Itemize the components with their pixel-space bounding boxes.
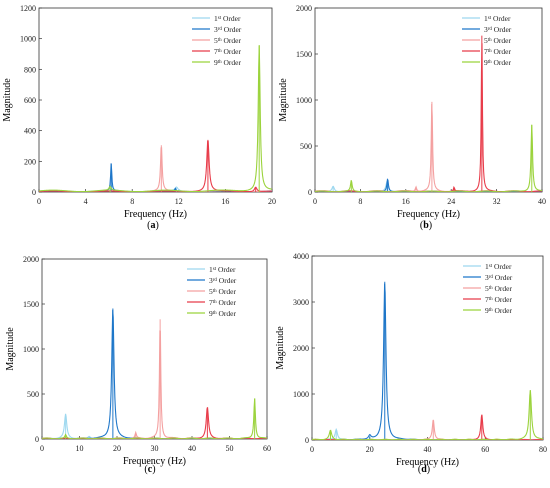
legend-entry-5th: 5th Order [485,284,513,293]
legend-entry-5th: 5th Order [214,36,242,45]
chart-panel-d: 0 20 40 60 80 0 1000 2000 3000 4000 Frequency (Hz)… [275,252,547,475]
panel-label-a: (a) [147,220,159,231]
x-tick-label: 8 [130,197,134,206]
x-tick-label: 40 [538,197,546,206]
y-axis-label: Magnitude [5,327,16,371]
legend-entry-5th: 5th Order [209,287,237,296]
y-tick-label: 1000 [293,390,309,399]
x-tick-label: 0 [313,197,317,206]
series-line-7th-order [312,414,543,440]
x-tick-label: 4 [84,197,88,206]
x-tick-label: 60 [263,444,271,453]
series-line-9th-order [315,124,542,192]
x-tick-label: 0 [37,197,41,206]
x-tick-label: 80 [539,445,547,454]
y-tick-label: 1200 [20,4,36,13]
y-tick-label: 2000 [293,344,309,353]
x-tick-label: 20 [268,197,276,206]
y-tick-label: 2000 [296,4,312,13]
legend-entry-9th: 9th Order [209,309,237,318]
legend-entry-3rd: 3rd Order [214,25,242,34]
x-tick-label: 32 [493,197,501,206]
y-tick-label: 500 [300,142,312,151]
x-tick-label: 16 [402,197,410,206]
y-tick-label: 0 [32,188,36,197]
legend-entry-3rd: 3rd Order [209,276,237,285]
x-tick-label: 30 [151,444,159,453]
chart-panel-c: 0 10 20 30 40 50 60 0 500 1000 1500 2000 Frequency (… [5,255,271,475]
chart-panel-a: 0 4 8 12 16 20020040060080010001200Frequency … [2,4,276,231]
legend-entry-1st: 1st Order [484,14,511,23]
y-tick-label: 200 [24,157,36,166]
y-axis-label: Magnitude [275,326,286,370]
x-tick-label: 20 [113,444,121,453]
legend-entry-3rd: 3rd Order [484,25,512,34]
y-tick-label: 0 [308,188,312,197]
x-tick-label: 10 [76,444,84,453]
legend-entry-1st: 1st Order [214,14,241,23]
y-tick-label: 2000 [23,255,39,264]
legend-entry-9th: 9th Order [485,306,513,315]
y-tick-label: 3000 [293,298,309,307]
y-tick-label: 400 [24,127,36,136]
y-tick-label: 4000 [293,252,309,261]
legend-entry-7th: 7th Order [484,47,512,56]
legend-entry-9th: 9th Order [214,58,242,67]
series-line-3rd-order [39,163,272,192]
y-tick-label: 1000 [20,35,36,44]
legend-entry-7th: 7th Order [485,295,513,304]
y-axis-label: Magnitude [278,78,289,122]
x-tick-label: 0 [310,445,314,454]
x-tick-label: 24 [447,197,455,206]
y-tick-label: 1000 [23,345,39,354]
panel-label-c: (c) [144,464,155,475]
chart-panel-b: 0 8 16 24 32 40 0 500 1000 1500 2000 Frequency (Hz)… [278,4,546,231]
series-line-9th-order [39,45,272,192]
series-line-5th-order [42,330,267,439]
x-tick-label: 0 [40,444,44,453]
x-tick-label: 20 [366,445,374,454]
y-tick-label: 1500 [296,50,312,59]
x-axis-label: Frequency (Hz) [124,209,187,220]
x-axis-label: Frequency (Hz) [397,209,460,220]
x-tick-label: 16 [221,197,229,206]
x-tick-label: 40 [424,445,432,454]
x-tick-label: 8 [358,197,362,206]
y-tick-label: 500 [27,390,39,399]
series-line-9th-order [312,390,543,440]
series-line-9th-order [42,398,267,439]
legend-entry-1st: 1st Order [209,265,236,274]
legend-entry-1st: 1st Order [485,262,512,271]
x-tick-label: 12 [175,197,183,206]
y-tick-label: 1000 [296,96,312,105]
legend-entry-7th: 7th Order [209,298,237,307]
series-line-5th-order [315,104,542,192]
y-tick-label: 1500 [23,300,39,309]
x-tick-label: 60 [481,445,489,454]
x-axis-label: Frequency (Hz) [396,457,459,468]
legend-entry-5th: 5th Order [484,36,512,45]
legend-entry-7th: 7th Order [214,47,242,56]
y-tick-label: 800 [24,65,36,74]
legend-entry-9th: 9th Order [484,58,512,67]
series-line-5th-order [39,147,272,192]
series-line-7th-order [39,140,272,192]
y-axis-label: Magnitude [2,78,13,122]
x-axis-label: Frequency (Hz) [123,456,186,467]
panel-label-b: (b) [420,220,432,231]
y-tick-label: 0 [305,436,309,445]
series-line-3rd-order [42,310,267,439]
x-tick-label: 40 [188,444,196,453]
y-tick-label: 0 [35,435,39,444]
plot-frame [41,258,268,440]
panel-label-d: (d) [418,464,430,475]
y-tick-label: 600 [24,96,36,105]
x-tick-label: 50 [226,444,234,453]
series-line-7th-order [42,407,267,439]
legend-entry-3rd: 3rd Order [485,273,513,282]
